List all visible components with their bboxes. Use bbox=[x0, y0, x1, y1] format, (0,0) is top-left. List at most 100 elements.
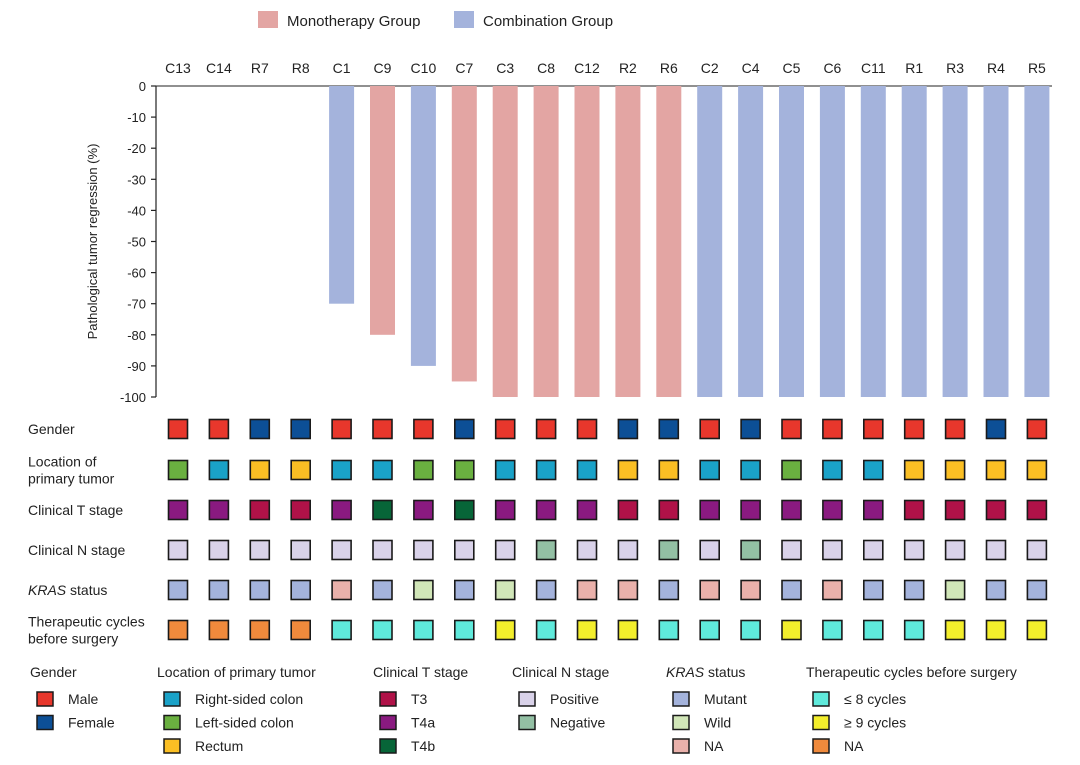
bars bbox=[329, 86, 1050, 397]
cell-location-R4 bbox=[985, 459, 1007, 481]
cell-cycles-C9 bbox=[372, 619, 393, 641]
patient-label-R8: R8 bbox=[292, 60, 310, 76]
legend-swatch-t_stage-t4a bbox=[379, 714, 397, 731]
legend-item-kras-na: NA bbox=[704, 738, 724, 754]
legend-label-combo: Combination Group bbox=[483, 13, 613, 30]
patient-label-C1: C1 bbox=[333, 60, 351, 76]
cell-kras-R1 bbox=[903, 579, 925, 601]
bar-C11 bbox=[860, 86, 886, 397]
cell-kras-C11 bbox=[862, 579, 884, 601]
cell-n_stage-R7 bbox=[249, 539, 271, 561]
bar-C9 bbox=[370, 86, 395, 335]
legend-item-t_stage-t4b: T4b bbox=[411, 738, 435, 754]
cell-location-C13 bbox=[167, 459, 189, 481]
legend-swatch-location-right bbox=[163, 691, 181, 707]
patient-label-C11: C11 bbox=[861, 60, 886, 76]
legend-swatch-location-left bbox=[163, 714, 181, 731]
cell-kras-R2 bbox=[617, 579, 639, 601]
legend-swatch-kras-wild bbox=[672, 714, 690, 731]
patient-label-C7: C7 bbox=[455, 60, 473, 76]
cell-location-C12 bbox=[576, 459, 598, 481]
legend-title-n_stage: Clinical N stage bbox=[512, 664, 609, 680]
cell-kras-R6 bbox=[658, 579, 680, 601]
cell-location-C7 bbox=[453, 459, 475, 481]
cell-n_stage-C14 bbox=[208, 539, 230, 561]
cell-location-C3 bbox=[494, 459, 516, 481]
cell-gender-R4 bbox=[985, 418, 1007, 440]
cell-kras-C1 bbox=[331, 579, 352, 601]
patient-label-R3: R3 bbox=[946, 60, 964, 76]
cell-n_stage-C2 bbox=[699, 539, 721, 561]
legend-swatch-t_stage-t3 bbox=[379, 691, 397, 707]
cell-cycles-C6 bbox=[822, 619, 843, 641]
cell-t_stage-R6 bbox=[658, 499, 680, 521]
cell-gender-C14 bbox=[208, 418, 230, 440]
cell-location-R1 bbox=[903, 459, 925, 481]
legend-swatch-combo bbox=[454, 11, 474, 28]
cell-cycles-C2 bbox=[699, 619, 721, 641]
bar-C8 bbox=[533, 86, 559, 397]
cell-n_stage-C3 bbox=[494, 539, 516, 561]
patient-label-C14: C14 bbox=[206, 60, 232, 76]
cell-kras-R3 bbox=[944, 579, 966, 601]
cell-n_stage-R6 bbox=[658, 539, 680, 561]
cell-t_stage-C6 bbox=[822, 499, 843, 521]
cell-n_stage-C6 bbox=[822, 539, 843, 561]
cell-gender-C5 bbox=[781, 418, 802, 440]
cell-location-R5 bbox=[1026, 459, 1048, 481]
cell-kras-C4 bbox=[740, 579, 761, 601]
track-label-cycles: before surgery bbox=[28, 631, 118, 647]
patient-label-R4: R4 bbox=[987, 60, 1005, 76]
y-tick-label: -40 bbox=[127, 203, 146, 218]
cell-n_stage-R8 bbox=[290, 539, 312, 561]
cell-kras-R4 bbox=[985, 579, 1007, 601]
cell-t_stage-R7 bbox=[249, 499, 271, 521]
cell-gender-R6 bbox=[658, 418, 680, 440]
cell-n_stage-C10 bbox=[413, 539, 434, 561]
cell-location-R8 bbox=[290, 459, 312, 481]
legend-title-location: Location of primary tumor bbox=[157, 664, 316, 680]
cell-t_stage-C10 bbox=[413, 499, 434, 521]
cell-gender-R5 bbox=[1026, 418, 1048, 440]
legend-item-kras-mut: Mutant bbox=[704, 691, 747, 707]
cell-location-C10 bbox=[413, 459, 434, 481]
cell-cycles-R8 bbox=[290, 619, 312, 641]
cell-cycles-R5 bbox=[1026, 619, 1048, 641]
legend-swatch-t_stage-t4b bbox=[379, 738, 397, 754]
cell-cycles-C7 bbox=[453, 619, 475, 641]
cell-t_stage-R4 bbox=[985, 499, 1007, 521]
bar-R1 bbox=[901, 86, 927, 397]
bar-R5 bbox=[1024, 86, 1050, 397]
cell-n_stage-C13 bbox=[167, 539, 189, 561]
cell-location-C4 bbox=[740, 459, 761, 481]
bar-R2 bbox=[615, 86, 641, 397]
legend-swatch-gender-male bbox=[36, 691, 54, 707]
patient-label-C2: C2 bbox=[701, 60, 719, 76]
cell-cycles-C1 bbox=[331, 619, 352, 641]
cell-location-C11 bbox=[862, 459, 884, 481]
bar-C3 bbox=[492, 86, 518, 397]
patient-label-C13: C13 bbox=[165, 60, 191, 76]
bar-R4 bbox=[983, 86, 1009, 397]
cell-n_stage-C7 bbox=[453, 539, 475, 561]
legend-swatch-cycles-le8 bbox=[812, 691, 830, 707]
cell-gender-C8 bbox=[535, 418, 557, 440]
patient-label-R2: R2 bbox=[619, 60, 637, 76]
track-label-kras: KRAS status bbox=[28, 582, 107, 598]
cell-kras-R7 bbox=[249, 579, 271, 601]
y-tick-label: -80 bbox=[127, 328, 146, 343]
patient-label-C3: C3 bbox=[496, 60, 514, 76]
cell-t_stage-R8 bbox=[290, 499, 312, 521]
cell-cycles-C13 bbox=[167, 619, 189, 641]
bar-C1 bbox=[329, 86, 355, 304]
legend-swatch-cycles-na bbox=[812, 738, 830, 754]
patient-label-C10: C10 bbox=[411, 60, 437, 76]
cell-t_stage-C7 bbox=[453, 499, 475, 521]
cell-cycles-C12 bbox=[576, 619, 598, 641]
bar-C5 bbox=[779, 86, 804, 397]
cell-kras-C9 bbox=[372, 579, 393, 601]
y-tick-label: -70 bbox=[127, 297, 146, 312]
legend-item-n_stage-pos: Positive bbox=[550, 691, 599, 707]
cell-t_stage-C3 bbox=[494, 499, 516, 521]
